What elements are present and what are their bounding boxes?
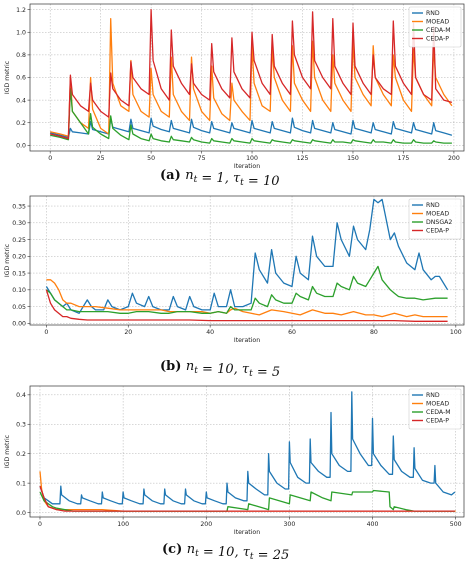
y-tick-label: 0.0 (16, 143, 26, 150)
legend-label: RND (426, 392, 440, 399)
x-tick-label: 0 (38, 521, 42, 528)
x-tick-label: 200 (200, 521, 212, 528)
legend-label: DNSGA2 (426, 219, 452, 226)
y-tick-label: 0.2 (16, 451, 26, 458)
legend-label: CEDA-P (426, 228, 449, 235)
legend-box (408, 6, 462, 48)
subfigure-caption: (a) nt = 1, τt = 10 (160, 168, 279, 189)
y-axis-label: IGD metric (4, 60, 11, 94)
y-tick-label: 0.35 (12, 203, 26, 210)
legend-label: MOEAD (426, 19, 449, 26)
x-tick-label: 50 (147, 155, 155, 162)
y-tick-label: 0.25 (12, 237, 26, 244)
y-axis-label: IGD metric (4, 434, 11, 468)
x-tick-label: 125 (297, 155, 309, 162)
series-line-ceda-m (50, 88, 452, 144)
legend-label: CEDA-P (426, 36, 449, 43)
series-line-moead (46, 279, 448, 318)
x-tick-label: 100 (117, 521, 129, 528)
x-tick-label: 75 (198, 155, 206, 162)
series-line-rnd (45, 198, 449, 314)
x-tick-label: 0 (48, 155, 52, 162)
series-line-rnd (39, 391, 456, 505)
x-axis-label: Iteration (234, 529, 260, 536)
y-axis-label: IGD metric (4, 243, 11, 277)
series-line-rnd (50, 117, 453, 139)
y-tick-label: 0.00 (12, 321, 26, 328)
x-tick-label: 500 (450, 521, 462, 528)
y-tick-label: 0.8 (16, 52, 26, 59)
y-tick-label: 0.30 (12, 220, 26, 227)
y-tick-label: 0.10 (12, 287, 26, 294)
legend-box (408, 388, 462, 430)
y-tick-label: 0.3 (16, 421, 26, 428)
chart-1: 0 20 40 60 80 100 0.00 0.05 0.10 0.15 0.20 0.25 0.30… (4, 195, 465, 380)
legend-label: RND (426, 10, 440, 17)
plot-frame (29, 385, 465, 518)
x-tick-label: 175 (398, 155, 410, 162)
chart-2: 0 100 200 300 400 500 0.0 0.1 0.2 0.3 0.4 Iteration… (4, 385, 465, 563)
x-axis-label: Iteration (234, 337, 260, 344)
series-line-ceda-p (50, 9, 453, 140)
y-tick-label: 1.0 (16, 29, 26, 36)
x-tick-label: 100 (450, 329, 462, 336)
chart-0: 0 25 50 75 100 125 150 175 200 0.0 0.2 0.4 0.6 0.8 1.0… (4, 3, 465, 189)
y-tick-label: 0.15 (12, 270, 26, 277)
x-tick-label: 20 (124, 329, 132, 336)
x-tick-label: 150 (347, 155, 359, 162)
x-tick-label: 80 (370, 329, 378, 336)
x-tick-label: 200 (448, 155, 460, 162)
x-tick-label: 60 (288, 329, 296, 336)
x-tick-label: 25 (97, 155, 105, 162)
legend-label: CEDA-M (426, 27, 451, 34)
subfigure-caption: (b) nt = 10, τt = 5 (160, 359, 280, 380)
y-tick-label: 0.2 (16, 120, 26, 127)
y-tick-label: 0.4 (16, 392, 26, 399)
legend-label: MOEAD (426, 401, 449, 408)
series-line-ceda-p (39, 485, 455, 512)
x-axis-label: Iteration (234, 163, 260, 170)
subfigure-caption: (c) nt = 10, τt = 25 (162, 542, 289, 563)
y-tick-label: 1.2 (16, 7, 26, 14)
legend-label: MOEAD (426, 211, 449, 218)
x-tick-label: 40 (206, 329, 214, 336)
x-tick-label: 400 (367, 521, 379, 528)
legend-label: CEDA-P (426, 418, 449, 425)
x-tick-label: 100 (246, 155, 258, 162)
y-tick-label: 0.1 (16, 480, 26, 487)
y-tick-label: 0.4 (16, 97, 26, 104)
legend-label: RND (426, 202, 440, 209)
y-tick-label: 0.20 (12, 254, 26, 261)
legend-label: CEDA-M (426, 409, 451, 416)
y-tick-label: 0.05 (12, 304, 26, 311)
legend-box (408, 198, 462, 240)
x-tick-label: 0 (44, 329, 48, 336)
plot-frame (29, 195, 465, 326)
series-line-ceda-p (45, 289, 448, 322)
series-line-dnsga2 (45, 265, 448, 314)
y-tick-label: 0.0 (16, 510, 26, 517)
x-tick-label: 300 (283, 521, 295, 528)
y-tick-label: 0.6 (16, 75, 26, 82)
